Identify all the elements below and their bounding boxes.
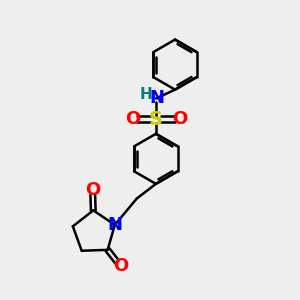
Text: H: H: [140, 87, 153, 102]
Text: N: N: [107, 216, 122, 234]
Text: O: O: [85, 181, 100, 199]
Text: S: S: [149, 110, 163, 129]
Text: O: O: [113, 257, 128, 275]
Text: O: O: [125, 110, 140, 128]
Text: O: O: [172, 110, 187, 128]
Text: N: N: [150, 89, 165, 107]
